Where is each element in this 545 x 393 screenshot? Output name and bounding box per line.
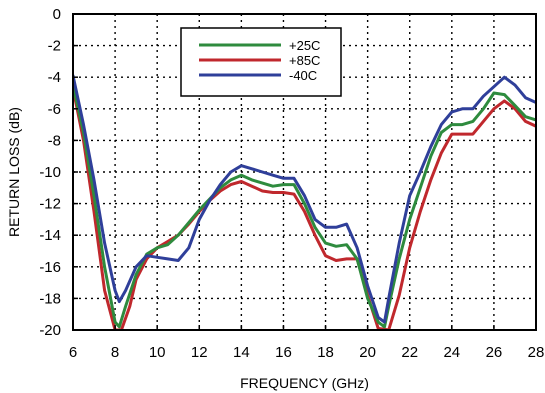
x-tick-label: 26 bbox=[486, 344, 503, 361]
y-tick-label: -6 bbox=[48, 101, 61, 118]
series-line-1 bbox=[73, 83, 536, 329]
x-tick-label: 8 bbox=[111, 344, 119, 361]
series-line-3 bbox=[73, 74, 536, 324]
x-tick-label: 20 bbox=[359, 344, 376, 361]
series-layer bbox=[73, 74, 536, 330]
legend-label-1: +25C bbox=[289, 38, 320, 53]
x-tick-label: 18 bbox=[317, 344, 334, 361]
x-tick-label: 6 bbox=[69, 344, 77, 361]
legend: +25C+85C-40C bbox=[180, 27, 342, 97]
y-tick-label: -18 bbox=[39, 290, 61, 307]
x-tick-label: 28 bbox=[528, 344, 545, 361]
x-tick-label: 24 bbox=[443, 344, 460, 361]
legend-label-3: -40C bbox=[289, 68, 317, 83]
x-axis-label: FREQUENCY (GHz) bbox=[240, 375, 369, 391]
y-tick-label: -10 bbox=[39, 164, 61, 181]
y-tick-label: -2 bbox=[48, 38, 61, 55]
x-tick-label: 22 bbox=[401, 344, 418, 361]
y-tick-label: -4 bbox=[48, 69, 61, 86]
y-axis-label: RETURN LOSS (dB) bbox=[6, 107, 22, 237]
legend-box bbox=[180, 27, 342, 97]
x-tick-label: 14 bbox=[233, 344, 250, 361]
tick-layer: 6 8 10 12 14 16 18 20 22 24 26 28 0 -2 -4 -6 -8 -10 -12 -14… bbox=[39, 6, 544, 361]
x-tick-label: 16 bbox=[275, 344, 292, 361]
x-tick-label: 12 bbox=[191, 344, 208, 361]
y-tick-label: -16 bbox=[39, 259, 61, 276]
legend-label-2: +85C bbox=[289, 53, 320, 68]
y-tick-label: -8 bbox=[48, 132, 61, 149]
y-tick-label: -20 bbox=[39, 322, 61, 339]
y-tick-label: 0 bbox=[53, 6, 61, 23]
y-tick-label: -12 bbox=[39, 196, 61, 213]
x-tick-label: 10 bbox=[149, 344, 166, 361]
series-line-2 bbox=[73, 86, 536, 330]
y-tick-label: -14 bbox=[39, 227, 61, 244]
